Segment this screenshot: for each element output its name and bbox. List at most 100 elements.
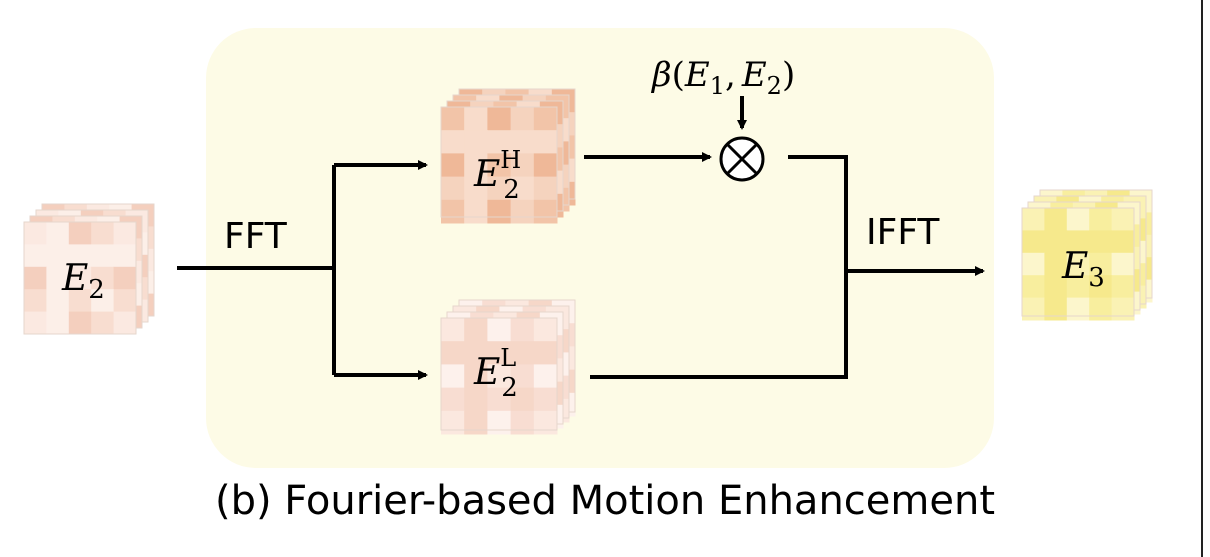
page-edge-divider [1201, 0, 1203, 557]
feature-tile [510, 130, 535, 154]
feature-tile [464, 153, 488, 178]
fft-label: FFT [224, 216, 288, 257]
feature-tile [533, 107, 558, 131]
tile-layer-border [440, 317, 558, 431]
feature-tile [24, 289, 47, 313]
feature-tile [441, 341, 465, 365]
feature-tile [533, 153, 558, 178]
feature-tile [533, 387, 558, 412]
feature-tile [1022, 275, 1045, 299]
feature-tile [1111, 252, 1135, 276]
feature-tile [533, 364, 558, 389]
feature-tile [1044, 208, 1068, 231]
feature-tile [464, 364, 488, 389]
feature-tile [487, 341, 512, 365]
feature-tile [464, 318, 488, 342]
connectors [177, 96, 985, 380]
feature-tile [510, 318, 535, 342]
feature-tile [1089, 252, 1113, 276]
feature-tile [1044, 252, 1068, 276]
feature-tile [68, 311, 92, 335]
feature-tile [510, 107, 535, 131]
feature-tile [1089, 297, 1113, 321]
feature-tile [113, 289, 137, 313]
feature-tile [464, 410, 488, 435]
feature-tile [46, 222, 70, 245]
feature-tile [487, 364, 512, 389]
feature-tile [1044, 297, 1068, 321]
feature-tile [1044, 275, 1068, 299]
ifft-label: IFFT [866, 212, 940, 253]
feature-tile [533, 318, 558, 342]
feature-tile [464, 130, 488, 154]
tile-layer-border [23, 221, 137, 335]
feature-tile [441, 176, 465, 201]
input-feature-stack [23, 203, 155, 335]
feature-tile [510, 199, 535, 224]
feature-tile [1066, 252, 1090, 276]
feature-tile [1111, 208, 1135, 231]
tile-layer [23, 221, 137, 335]
feature-tile [533, 130, 558, 154]
feature-tile [533, 199, 558, 224]
feature-tile [1111, 297, 1135, 321]
feature-tile [533, 176, 558, 201]
low-node-label: EL 2 [473, 344, 518, 403]
feature-tile [464, 199, 488, 224]
feature-tile [1066, 275, 1090, 299]
feature-tile [441, 199, 465, 224]
tile-layer-border [1021, 207, 1135, 317]
feature-tile [510, 153, 535, 178]
feature-tile [91, 244, 115, 268]
tile-layer [440, 106, 558, 224]
feature-tile [464, 107, 488, 131]
feature-tile [91, 222, 115, 245]
feature-tile [510, 410, 535, 435]
feature-tile [91, 289, 115, 313]
output-node-label: E3 [1061, 246, 1105, 293]
feature-tile [441, 410, 465, 435]
tile-layer-border [440, 106, 558, 218]
feature-tile [24, 244, 47, 268]
tile-layer [1021, 207, 1135, 321]
feature-tile [487, 107, 512, 131]
feature-tile [464, 387, 488, 412]
feature-tile [68, 222, 92, 245]
tile-layer [440, 317, 558, 435]
feature-tile [91, 266, 115, 290]
feature-tile [441, 318, 465, 342]
feature-tile [1111, 275, 1135, 299]
feature-tile [487, 130, 512, 154]
low-frequency-stack [440, 299, 576, 435]
feature-tile [68, 289, 92, 313]
feature-tile [510, 364, 535, 389]
high-node-label: EH 2 [473, 146, 521, 205]
input-node-label: E2 [61, 258, 105, 305]
feature-tile [464, 176, 488, 201]
feature-tile [441, 130, 465, 154]
feature-tile [24, 266, 47, 290]
feature-tile [533, 410, 558, 435]
feature-tile [24, 311, 47, 335]
feature-tile [46, 289, 70, 313]
feature-tile [1066, 208, 1090, 231]
feature-tile [1022, 252, 1045, 276]
feature-tile [46, 244, 70, 268]
feature-tile [68, 244, 92, 268]
feature-tile [441, 153, 465, 178]
feature-tile [441, 364, 465, 389]
module-panel [206, 28, 994, 468]
feature-tile [464, 341, 488, 365]
feature-tile [1022, 208, 1045, 231]
feature-tile [1111, 230, 1135, 254]
feature-tile [1089, 275, 1113, 299]
feature-tile [113, 266, 137, 290]
feature-tile [487, 153, 512, 178]
feature-tile [510, 176, 535, 201]
feature-tile [1066, 297, 1090, 321]
feature-tile [1089, 208, 1113, 231]
high-frequency-stack [440, 88, 576, 224]
feature-tile [1022, 230, 1045, 254]
feature-tile [510, 341, 535, 365]
